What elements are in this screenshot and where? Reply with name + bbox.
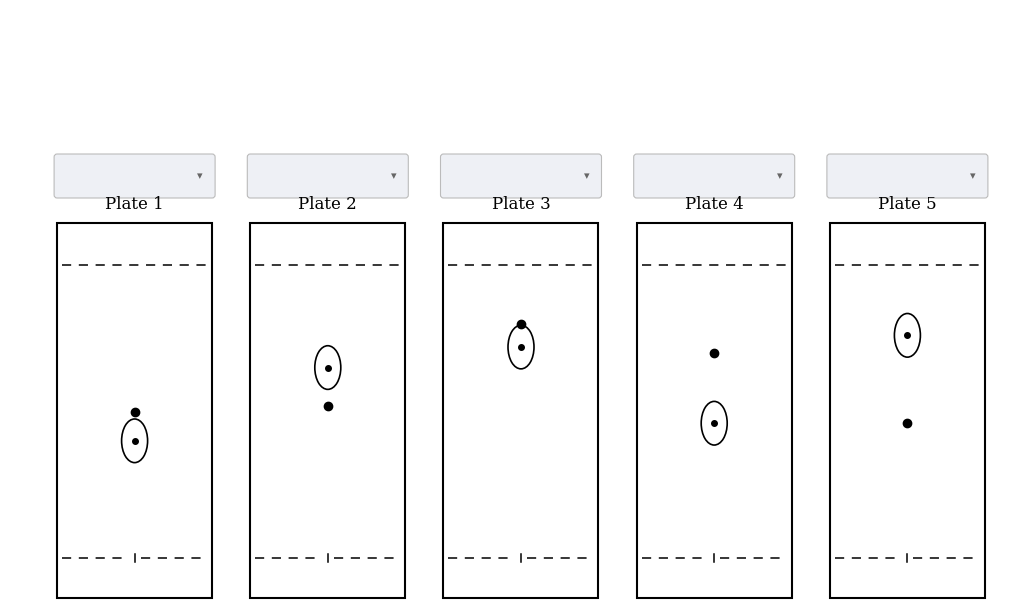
Text: ▾: ▾	[390, 171, 396, 181]
Bar	[57, 223, 212, 598]
Text: ▾: ▾	[970, 171, 976, 181]
FancyBboxPatch shape	[827, 154, 988, 198]
Text: Plate 3: Plate 3	[492, 196, 550, 214]
Text: ▾: ▾	[777, 171, 782, 181]
Text: ▾: ▾	[584, 171, 590, 181]
FancyBboxPatch shape	[440, 154, 601, 198]
FancyBboxPatch shape	[634, 154, 795, 198]
Text: Plate 5: Plate 5	[879, 196, 937, 214]
Text: Plate 2: Plate 2	[298, 196, 357, 214]
FancyBboxPatch shape	[248, 154, 409, 198]
Text: Plate 1: Plate 1	[105, 196, 164, 214]
Bar	[829, 223, 985, 598]
Bar	[637, 223, 792, 598]
FancyBboxPatch shape	[54, 154, 215, 198]
Text: ▾: ▾	[198, 171, 203, 181]
Bar	[443, 223, 598, 598]
Text: Plate 4: Plate 4	[685, 196, 743, 214]
Bar	[250, 223, 406, 598]
